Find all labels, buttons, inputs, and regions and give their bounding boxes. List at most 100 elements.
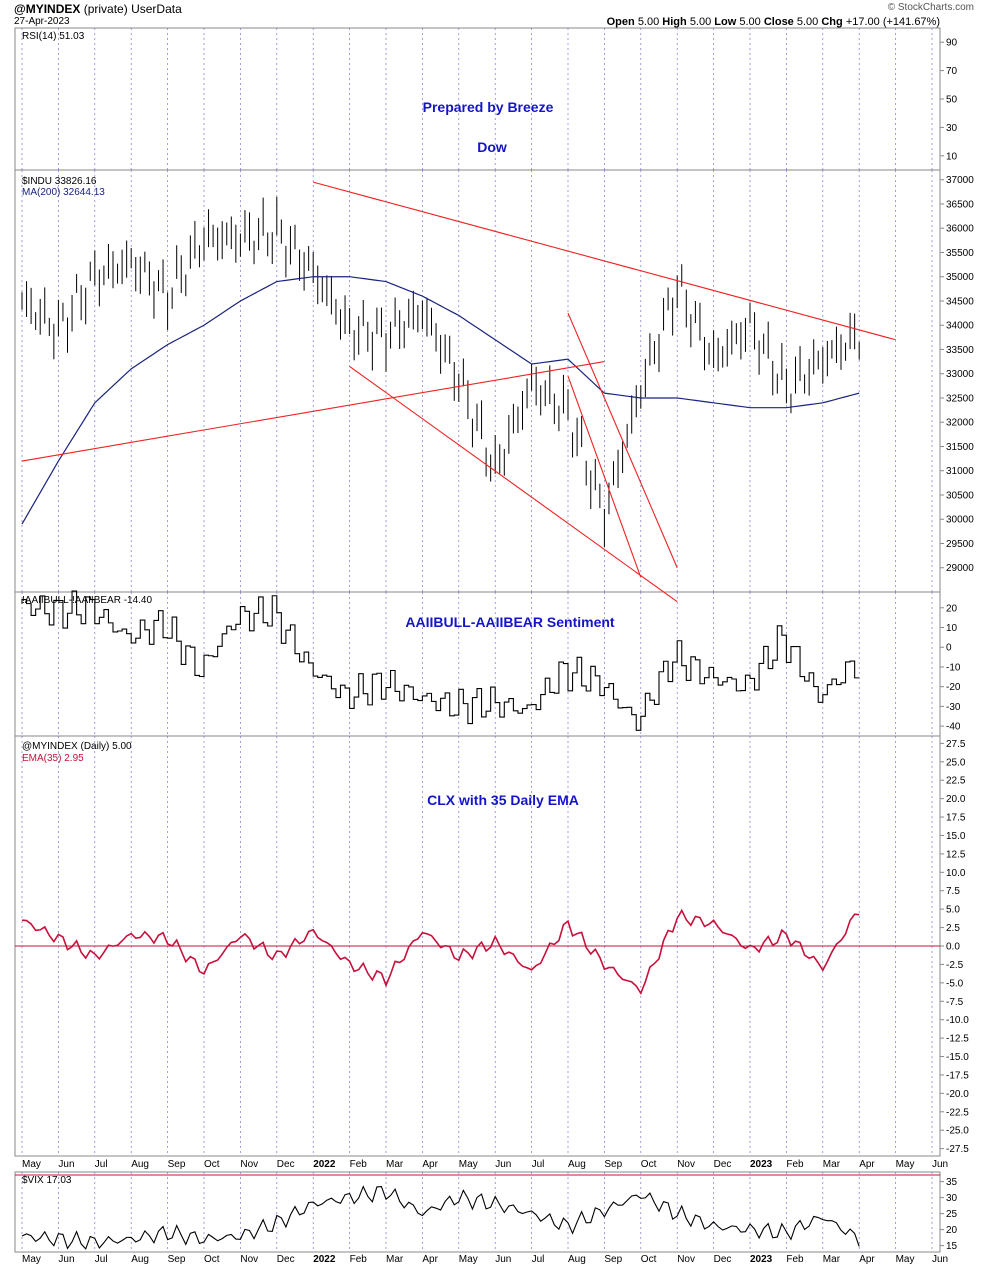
open-label: Open xyxy=(606,16,635,28)
trendline xyxy=(567,312,678,568)
x-tick-label: Jul xyxy=(532,1254,545,1265)
y-tick-label: 7.5 xyxy=(946,886,960,897)
y-tick-label: 20.0 xyxy=(946,794,966,805)
y-tick-label: 35500 xyxy=(946,248,974,259)
x-tick-label: Feb xyxy=(350,1159,368,1170)
panel-frame-price xyxy=(14,169,941,593)
x-tick-label: 2023 xyxy=(750,1254,773,1265)
y-tick-label: 20 xyxy=(946,603,958,614)
y-tick-label: -12.5 xyxy=(946,1034,969,1045)
y-tick-label: 25.0 xyxy=(946,757,966,768)
y-tick-label: 50 xyxy=(946,95,958,106)
y-tick-label: 5.0 xyxy=(946,905,960,916)
price-bars xyxy=(21,196,860,548)
y-tick-label: 10.0 xyxy=(946,868,966,879)
y-tick-label: -5.0 xyxy=(946,978,964,989)
sentiment-title: AAIIBULL-AAIIBEAR Sentiment xyxy=(405,614,615,630)
y-tick-label: 15.0 xyxy=(946,831,966,842)
x-tick-label: Mar xyxy=(823,1159,841,1170)
x-tick-label: Oct xyxy=(204,1254,220,1265)
y-tick-label: 10 xyxy=(946,623,958,634)
low-value: 5.00 xyxy=(739,16,761,28)
x-tick-label: Oct xyxy=(641,1254,657,1265)
x-tick-label: Nov xyxy=(677,1254,695,1265)
x-tick-label: Apr xyxy=(859,1254,875,1265)
x-tick-label: Mar xyxy=(386,1159,404,1170)
y-tick-label: 35000 xyxy=(946,272,974,283)
chg-label: Chg xyxy=(821,16,843,28)
datasource-label: UserData xyxy=(131,2,182,16)
x-tick-label: May xyxy=(22,1159,41,1170)
x-tick-label: Feb xyxy=(350,1254,368,1265)
y-tick-label: 36500 xyxy=(946,199,974,210)
y-tick-label: 33000 xyxy=(946,369,974,380)
symbol: @MYINDEX xyxy=(14,2,81,16)
x-tick-label: Jun xyxy=(495,1254,511,1265)
x-tick-label: Feb xyxy=(786,1159,804,1170)
x-tick-label: Jun xyxy=(932,1254,948,1265)
trendline xyxy=(349,366,678,603)
x-tick-label: 2023 xyxy=(750,1159,773,1170)
open-value: 5.00 xyxy=(637,16,660,28)
y-tick-label: 10 xyxy=(946,151,958,162)
annotation-dow: Dow xyxy=(477,139,507,155)
y-tick-label: 32500 xyxy=(946,393,974,404)
x-tick-label: Apr xyxy=(422,1159,438,1170)
y-tick-label: -22.5 xyxy=(946,1107,969,1118)
panel-frame-vix xyxy=(14,1171,941,1253)
x-tick-label: Sep xyxy=(168,1159,186,1170)
x-tick-label: May xyxy=(896,1254,915,1265)
x-tick-label: Apr xyxy=(859,1159,875,1170)
y-tick-label: 17.5 xyxy=(946,813,966,824)
x-tick-label: Sep xyxy=(168,1254,186,1265)
y-tick-label: 70 xyxy=(946,66,958,77)
y-tick-label: -2.5 xyxy=(946,960,964,971)
x-tick-label: Jul xyxy=(532,1159,545,1170)
x-tick-label: Dec xyxy=(714,1159,732,1170)
x-tick-label: May xyxy=(459,1159,478,1170)
chart-date: 27-Apr-2023 xyxy=(14,16,70,27)
y-tick-label: 22.5 xyxy=(946,776,966,787)
y-tick-label: -10 xyxy=(946,662,961,673)
x-tick-label: Jun xyxy=(495,1159,511,1170)
y-tick-label: -10.0 xyxy=(946,1015,969,1026)
y-tick-label: -30 xyxy=(946,702,961,713)
y-tick-label: 36000 xyxy=(946,224,974,235)
trendline xyxy=(313,181,896,341)
x-tick-label: 2022 xyxy=(313,1254,336,1265)
annotation-prepared-by: Prepared by Breeze xyxy=(423,99,554,115)
x-tick-label: May xyxy=(459,1254,478,1265)
x-tick-label: Jun xyxy=(58,1254,74,1265)
chg-value: +17.00 (+141.67%) xyxy=(845,16,940,28)
price-legend: $INDU 33826.16 xyxy=(22,176,97,187)
y-tick-label: 31000 xyxy=(946,466,974,477)
y-tick-label: 30 xyxy=(946,123,958,134)
close-label: Close xyxy=(763,16,794,28)
y-tick-label: 20 xyxy=(946,1225,958,1236)
privacy-label: (private) xyxy=(83,2,128,16)
y-tick-label: 31500 xyxy=(946,442,974,453)
y-tick-label: 34500 xyxy=(946,296,974,307)
y-tick-label: 90 xyxy=(946,38,958,49)
sentiment-legend: !AAIIBULL-!AAIIBEAR -14.40 xyxy=(22,595,152,606)
x-tick-label: Jun xyxy=(932,1159,948,1170)
ema-title: CLX with 35 Daily EMA xyxy=(427,792,579,808)
y-tick-label: 0 xyxy=(946,643,952,654)
y-tick-label: -25.0 xyxy=(946,1126,969,1137)
rsi-legend: RSI(14) 51.03 xyxy=(22,31,85,42)
y-tick-label: 37000 xyxy=(946,175,974,186)
y-tick-label: 30 xyxy=(946,1193,958,1204)
x-tick-label: Mar xyxy=(386,1254,404,1265)
y-tick-label: 15 xyxy=(946,1241,958,1252)
x-tick-label: May xyxy=(896,1159,915,1170)
ma200-line xyxy=(21,276,860,525)
x-tick-label: Oct xyxy=(204,1159,220,1170)
y-tick-label: -7.5 xyxy=(946,997,964,1008)
stockcharts-credit: © StockCharts.com xyxy=(887,2,974,13)
close-value: 5.00 xyxy=(796,16,819,28)
x-tick-label: Feb xyxy=(786,1254,804,1265)
low-label: Low xyxy=(714,16,737,28)
y-tick-label: 0.0 xyxy=(946,942,960,953)
ma200-legend: MA(200) 32644.13 xyxy=(22,187,105,198)
